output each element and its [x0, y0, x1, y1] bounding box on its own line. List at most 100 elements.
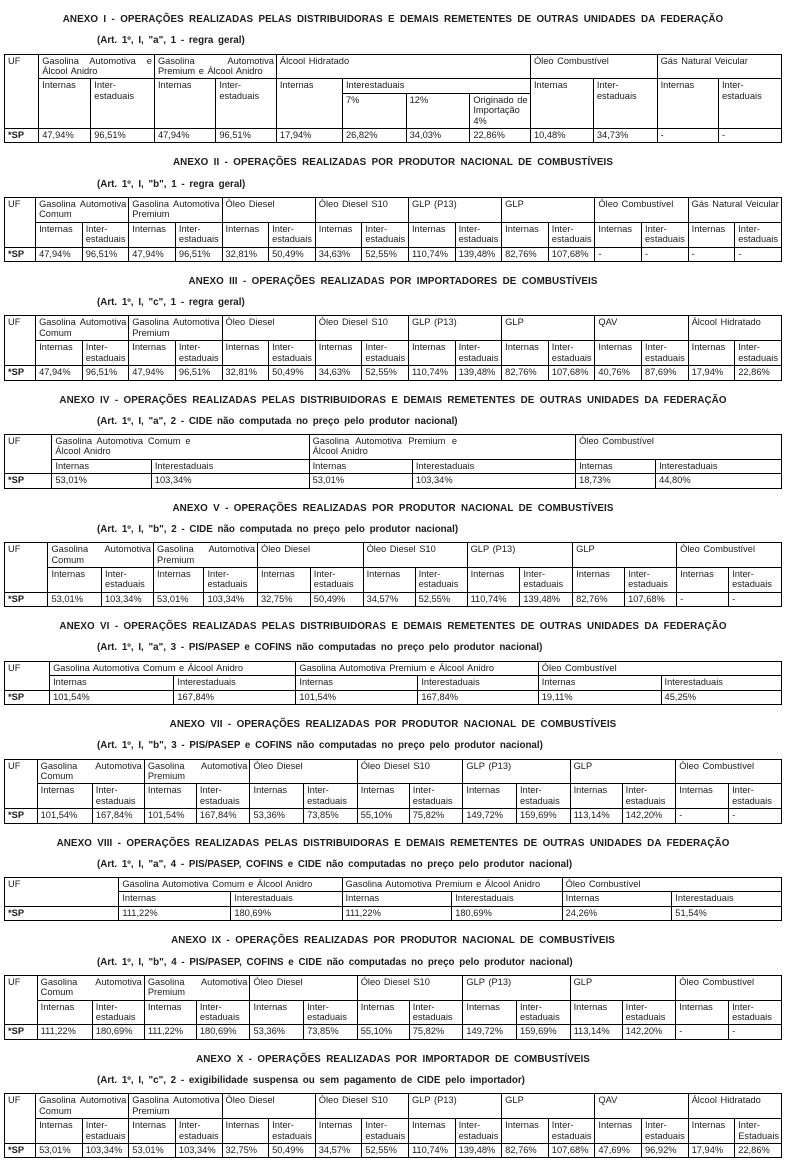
table-row: *SP 47,94% 96,51% 47,94% 96,51% 32,81% 50,49% 3…: [3, 365, 782, 381]
header-cell: Inter-estaduais: [515, 783, 571, 810]
header-row: Internas Interestaduais Internas Interestad…: [5, 458, 782, 475]
value-cell: -: [594, 246, 642, 262]
header-cell: Internas: [314, 1118, 363, 1144]
header-cell: Internas: [594, 221, 642, 248]
value-cell: 73,85%: [303, 808, 358, 824]
header-cell: Óleo Combustível: [676, 542, 782, 568]
header-cell: Inter-estaduais: [547, 340, 596, 367]
table-row: *SP 53,01% 103,34% 53,01% 103,34% 18,73% 44,80…: [3, 473, 782, 489]
value-cell: 96,51%: [81, 365, 130, 381]
header-cell: UF: [3, 315, 37, 367]
header-cell: Inter-estaduais: [547, 1118, 596, 1144]
header-cell: Internas: [314, 221, 363, 248]
value-cell: 45,25%: [660, 689, 783, 705]
header-cell: Gasolina Automotiva Comum e Álcool Anidr…: [49, 660, 297, 677]
header-cell: Inter-estaduais: [81, 1118, 130, 1144]
anexo-ii-title: ANEXO II - OPERAÇÕES REALIZADAS POR PROD…: [173, 157, 613, 169]
value-cell: 52,55%: [361, 365, 409, 381]
header-row: UF Gasolina Automotiva Comum Gasolina Auto…: [3, 315, 783, 367]
header-cell: Internas: [594, 340, 642, 367]
value-cell: 53,01%: [152, 591, 205, 608]
header-cell: Inter-estaduais: [309, 567, 364, 593]
header-cell: Inter-Estaduais: [734, 1118, 782, 1144]
header-cell: GLP (P13): [466, 542, 574, 568]
value-cell: 34,57%: [314, 1142, 363, 1159]
value-cell: 47,94%: [35, 365, 83, 381]
header-cell: Gasolina Automotiva Comum: [35, 1093, 130, 1120]
value-cell: 107,68%: [547, 1142, 596, 1159]
value-cell: 50,49%: [268, 246, 316, 262]
header-cell: Inter-estaduais: [624, 567, 678, 593]
value-cell: 103,34%: [101, 591, 154, 608]
document-page: { "tables": [ { "id": "anexo-1", "title"…: [0, 14, 786, 1163]
header-cell: Óleo Diesel: [221, 1093, 316, 1120]
anexo-v-section: ANEXO V - OPERAÇÕES REALIZADAS POR PRODU…: [0, 503, 786, 608]
header-cell: Gasolina Automotiva Comum: [47, 542, 154, 568]
header-cell: Gasolina Automotiva Premium: [128, 196, 223, 223]
header-row: UF Gasolina Automotiva Comum e Álcool Ani…: [3, 877, 783, 907]
header-cell: Internas: [308, 458, 413, 475]
header-cell: Internas: [407, 1118, 456, 1144]
header-row: UF Gasolina Automotiva Comum Gasolina Auto…: [3, 1093, 783, 1144]
value-cell: -: [656, 127, 719, 144]
table-row: *SP 101,54% 167,84% 101,54% 167,84% 19,11% 45,…: [3, 689, 783, 705]
anexo-ix-table: UF Gasolina Automotiva Comum Gasolina Auto…: [4, 974, 782, 1040]
header-cell: Interestaduais: [671, 891, 782, 907]
header-cell: Internas: [128, 340, 176, 367]
value-cell: -: [675, 808, 730, 824]
anexo-viii-table: UF Gasolina Automotiva Comum e Álcool Ani…: [3, 877, 783, 922]
value-cell: 87,69%: [641, 365, 689, 381]
value-cell: 101,54%: [295, 689, 419, 705]
header-cell: Interestaduais: [655, 458, 782, 475]
uf-cell: *SP: [4, 808, 38, 824]
header-cell: Internas: [407, 221, 456, 248]
value-cell: 47,94%: [35, 246, 83, 262]
header-cell: Gasolina Automotiva Premium: [128, 1093, 223, 1120]
value-cell: -: [641, 246, 689, 262]
value-cell: 10,48%: [529, 127, 594, 144]
header-row: UF Gasolina Automotiva e Álcool Anidro Gas…: [3, 53, 783, 129]
anexo-vi-title: ANEXO VI - OPERAÇÕES REALIZADAS PELAS DI…: [59, 621, 727, 633]
header-cell: UF: [3, 1093, 37, 1144]
header-cell: UF: [4, 974, 38, 1026]
anexo-x-subtitle: (Art. 1º, I, "c", 2 - exigibilidade susp…: [97, 1075, 525, 1087]
table-row: *SP 111,22% 180,69% 111,22% 180,69% 24,26% 51,…: [3, 905, 782, 922]
header-cell: Internas: [569, 783, 623, 810]
header-cell: Gasolina Automotiva Premium: [143, 974, 251, 1001]
header-cell: Internas: [561, 891, 673, 907]
value-cell: -: [728, 591, 782, 608]
value-cell: 107,68%: [547, 246, 596, 262]
value-cell: 52,55%: [361, 1142, 409, 1159]
header-cell: Internas: [575, 458, 657, 475]
value-cell: 55,10%: [356, 1024, 410, 1040]
header-row: Internas Interestaduais Internas Interestad…: [5, 891, 782, 907]
header-cell: Interestaduais: [417, 675, 539, 691]
header-cell: GLP: [501, 1093, 596, 1120]
uf-cell: *SP: [3, 473, 53, 489]
value-cell: 180,69%: [230, 905, 343, 922]
header-row: Internas Inter-estaduais Internas Inter-est…: [5, 78, 783, 129]
value-cell: 167,84%: [173, 689, 297, 705]
header-cell: Óleo Diesel S10: [314, 1093, 409, 1120]
value-cell: 96,51%: [174, 246, 223, 262]
value-cell: 159,69%: [515, 808, 571, 824]
header-cell: Gás Natural Veicular: [656, 53, 783, 80]
header-cell: Internas: [529, 78, 594, 129]
header-cell: Inter-estaduais: [454, 1118, 503, 1144]
header-cell: Inter-estaduais: [621, 999, 677, 1026]
anexo-ii-subtitle: (Art. 1º, I, "b", 1 - regra geral): [97, 178, 246, 190]
value-cell: 110,74%: [407, 246, 456, 262]
anexo-viii-section: ANEXO VIII - OPERAÇÕES REALIZADAS PELAS …: [0, 838, 786, 922]
anexo-vii-section: ANEXO VII - OPERAÇÕES REALIZADAS POR PRO…: [0, 719, 786, 824]
value-cell: 139,48%: [454, 365, 503, 381]
header-cell: Inter-estaduais: [91, 783, 145, 810]
header-row: UF Gasolina Automotiva Comum Gasolina Auto…: [4, 758, 782, 810]
header-row: UF Gasolina Automotiva Comum Gasolina Auto…: [3, 196, 783, 248]
header-cell: Óleo Diesel S10: [356, 758, 464, 785]
anexo-viii-subtitle: (Art. 1º, I, "a", 4 - PIS/PASEP, COFINS …: [97, 858, 573, 870]
header-cell: Internas: [249, 999, 305, 1026]
value-cell: 53,01%: [128, 1142, 176, 1159]
header-cell: Inter-estaduais: [268, 340, 316, 367]
value-cell: 40,76%: [594, 365, 642, 381]
value-cell: 96,51%: [174, 365, 223, 381]
